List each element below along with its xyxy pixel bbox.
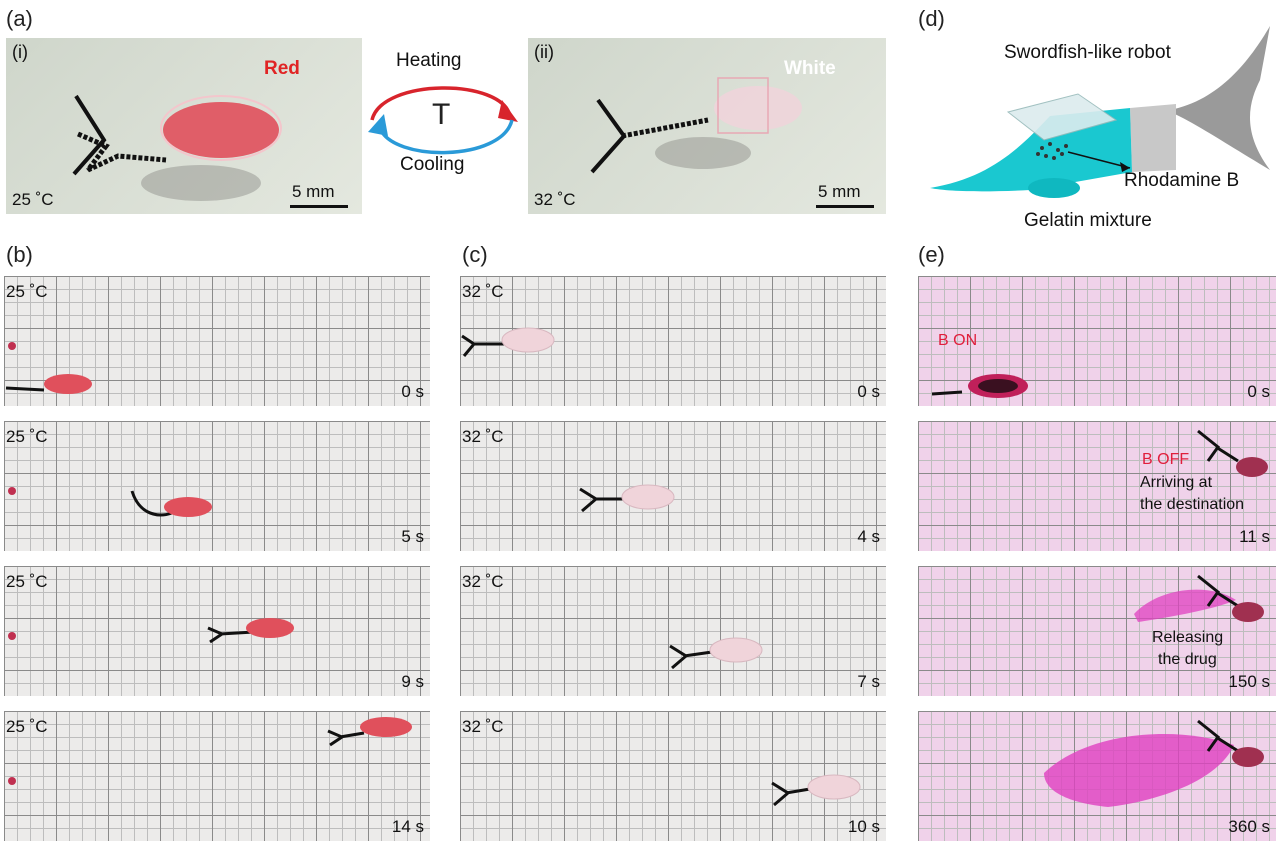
panel-c-frame-1: 32 ˚C 0 s	[460, 276, 886, 406]
robot-drug-illustration	[1134, 574, 1264, 622]
time-label: 4 s	[857, 527, 880, 546]
time-label: 0 s	[1247, 382, 1270, 401]
panel-e-frame-2: B OFF Arriving at the destination 11 s	[918, 421, 1276, 551]
panel-a-photo-white: (ii) White 32 ˚C 5 mm	[528, 38, 886, 214]
scale-label: 5 mm	[292, 182, 335, 201]
white-label: White	[784, 58, 836, 79]
robot-schematic-icon	[930, 26, 1270, 198]
panel-b-label: (b)	[6, 242, 33, 267]
fish-red-illustration	[72, 94, 282, 201]
b-on-label: B ON	[938, 332, 978, 349]
temp-label: 25 ˚C	[6, 282, 48, 301]
time-label: 0 s	[401, 382, 424, 401]
fish-red-illustration	[8, 717, 412, 785]
scale-bar	[816, 205, 874, 208]
scale-bar	[290, 205, 348, 208]
fish-red-illustration	[8, 618, 294, 644]
temperature-cycle: Heating T Cooling	[362, 38, 528, 214]
robot-drug-illustration	[931, 374, 1028, 398]
cooling-label: Cooling	[400, 154, 465, 175]
fish-white-illustration	[771, 774, 861, 807]
sub-label-i: (i)	[12, 42, 28, 62]
time-label: 7 s	[857, 672, 880, 691]
fish-white-illustration	[461, 327, 555, 357]
robot-drug-illustration	[1044, 719, 1264, 807]
temp-label: 25 ˚C	[6, 427, 48, 446]
panel-b-frame-1: 25 ˚C 0 s	[4, 276, 430, 406]
time-label: 9 s	[401, 672, 424, 691]
rhodamine-b-label: Rhodamine B	[1124, 170, 1240, 191]
releasing-label: Releasing	[1152, 629, 1224, 646]
temp-25-label: 25 ˚C	[12, 190, 54, 209]
panel-c-label: (c)	[462, 242, 488, 267]
fish-white-illustration	[669, 637, 763, 670]
fish-red-illustration	[5, 342, 92, 394]
panel-b-frame-4: 25 ˚C 14 s	[4, 711, 430, 841]
fish-white-illustration	[590, 77, 802, 174]
fish-white-illustration	[579, 484, 675, 513]
panel-c-frame-2: 32 ˚C 4 s	[460, 421, 886, 551]
red-label: Red	[264, 58, 300, 79]
arriving-label: Arriving at	[1140, 474, 1213, 491]
panel-e-label: (e)	[918, 242, 945, 267]
robot-title: Swordfish-like robot	[1004, 42, 1171, 63]
t-symbol: T	[432, 98, 451, 131]
time-label: 360 s	[1228, 817, 1270, 836]
temp-label: 25 ˚C	[6, 572, 48, 591]
heating-label: Heating	[396, 50, 462, 71]
drug-label: the drug	[1158, 651, 1217, 668]
time-label: 0 s	[857, 382, 880, 401]
scale-label: 5 mm	[818, 182, 861, 201]
time-label: 5 s	[401, 527, 424, 546]
temp-32-label: 32 ˚C	[534, 190, 576, 209]
b-off-label: B OFF	[1142, 451, 1190, 468]
panel-d-label: (d)	[918, 6, 945, 31]
temp-label: 25 ˚C	[6, 717, 48, 736]
panel-a-label: (a)	[6, 6, 33, 31]
robot-drug-illustration	[1197, 429, 1268, 477]
destination-label: the destination	[1140, 496, 1245, 513]
temp-label: 32 ˚C	[462, 717, 504, 736]
panel-e-frame-3: Releasing the drug 150 s	[918, 566, 1276, 696]
panel-b-frame-2: 25 ˚C 5 s	[4, 421, 430, 551]
temp-label: 32 ˚C	[462, 572, 504, 591]
fish-red-illustration	[8, 487, 212, 517]
gelatin-mixture-label: Gelatin mixture	[1024, 210, 1152, 231]
panel-a-photo-red: (i) Red 25 ˚C 5 mm	[6, 38, 362, 214]
temp-label: 32 ˚C	[462, 427, 504, 446]
time-label: 150 s	[1228, 672, 1270, 691]
temp-label: 32 ˚C	[462, 282, 504, 301]
time-label: 11 s	[1239, 527, 1270, 546]
cycle-arrows-icon	[368, 86, 518, 155]
panel-e-frame-4: 360 s	[918, 711, 1276, 841]
sub-label-ii: (ii)	[534, 42, 554, 62]
panel-b-frame-3: 25 ˚C 9 s	[4, 566, 430, 696]
time-label: 14 s	[391, 817, 424, 836]
swordfish-robot-diagram: Swordfish-like robot Rhodamine B Gelatin…	[920, 20, 1276, 240]
panel-c-frame-4: 32 ˚C 10 s	[460, 711, 886, 841]
time-label: 10 s	[847, 817, 880, 836]
panel-c-frame-3: 32 ˚C 7 s	[460, 566, 886, 696]
panel-e-frame-1: B ON 0 s	[918, 276, 1276, 406]
